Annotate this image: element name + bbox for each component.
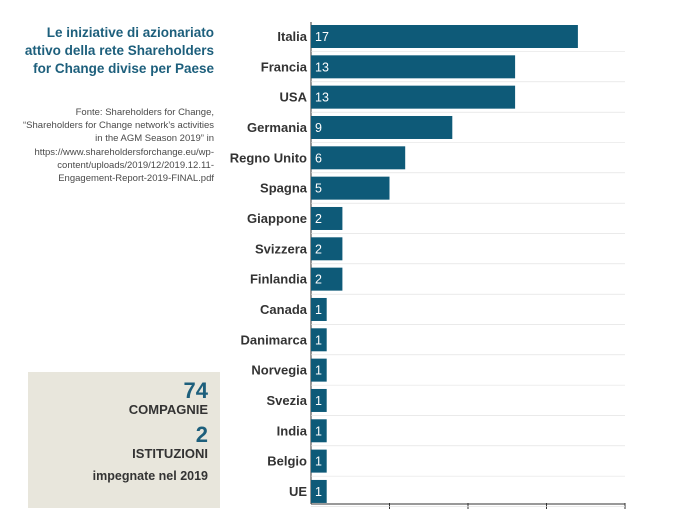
category-label: Spagna [260,181,308,196]
category-label: Regno Unito [230,150,307,165]
chart-title: Le iniziative di azionariato attivo dell… [24,25,214,76]
bar [311,358,327,382]
institutions-label: ISTITUZIONI [132,446,208,461]
bar [311,206,343,230]
data-label: 2 [315,242,322,256]
stats-box: 74 COMPAGNIE 2 ISTITUZIONI impegnate nel… [28,372,220,508]
bar [311,449,327,473]
category-label: Svezia [267,393,308,408]
bar [311,479,327,503]
data-label: 9 [315,121,322,135]
category-label: Belgio [267,454,307,469]
data-label: 17 [315,30,329,44]
bar [311,419,327,443]
category-label: Canada [260,302,308,317]
bar [311,237,343,261]
data-label: 1 [315,424,322,438]
source-note: Fonte: Shareholders for Change, “Shareho… [23,107,214,185]
category-label: Norvegia [251,363,307,378]
data-label: 1 [315,303,322,317]
category-label: UE [289,484,307,499]
category-label: Svizzera [255,241,308,256]
category-label: Italia [277,29,307,44]
data-label: 1 [315,364,322,378]
bar [311,25,578,48]
data-label: 13 [315,91,329,105]
category-label: Danimarca [241,332,308,347]
companies-label: COMPAGNIE [128,402,208,417]
data-label: 5 [315,182,322,196]
data-label: 1 [315,394,322,408]
institutions-count: 2 [195,422,208,447]
data-label: 13 [315,60,329,74]
category-label: Germania [247,120,308,135]
bar [311,328,327,352]
bar [311,115,453,139]
category-label: India [277,423,308,438]
stats-note: impegnate nel 2019 [92,469,208,483]
bar [311,297,327,321]
bar [311,146,406,170]
companies-count: 74 [183,378,208,403]
bar [311,267,343,291]
bar [311,85,516,109]
data-label: 1 [315,333,322,347]
data-label: 2 [315,212,322,226]
bar [311,55,516,79]
data-label: 6 [315,151,322,165]
bar [311,176,390,200]
category-label: USA [280,90,308,105]
data-label: 1 [315,485,322,499]
bar [311,388,327,412]
data-label: 1 [315,455,322,469]
category-label: Giappone [247,211,307,226]
data-label: 2 [315,273,322,287]
category-label: Francia [261,59,308,74]
category-label: Finlandia [250,272,308,287]
